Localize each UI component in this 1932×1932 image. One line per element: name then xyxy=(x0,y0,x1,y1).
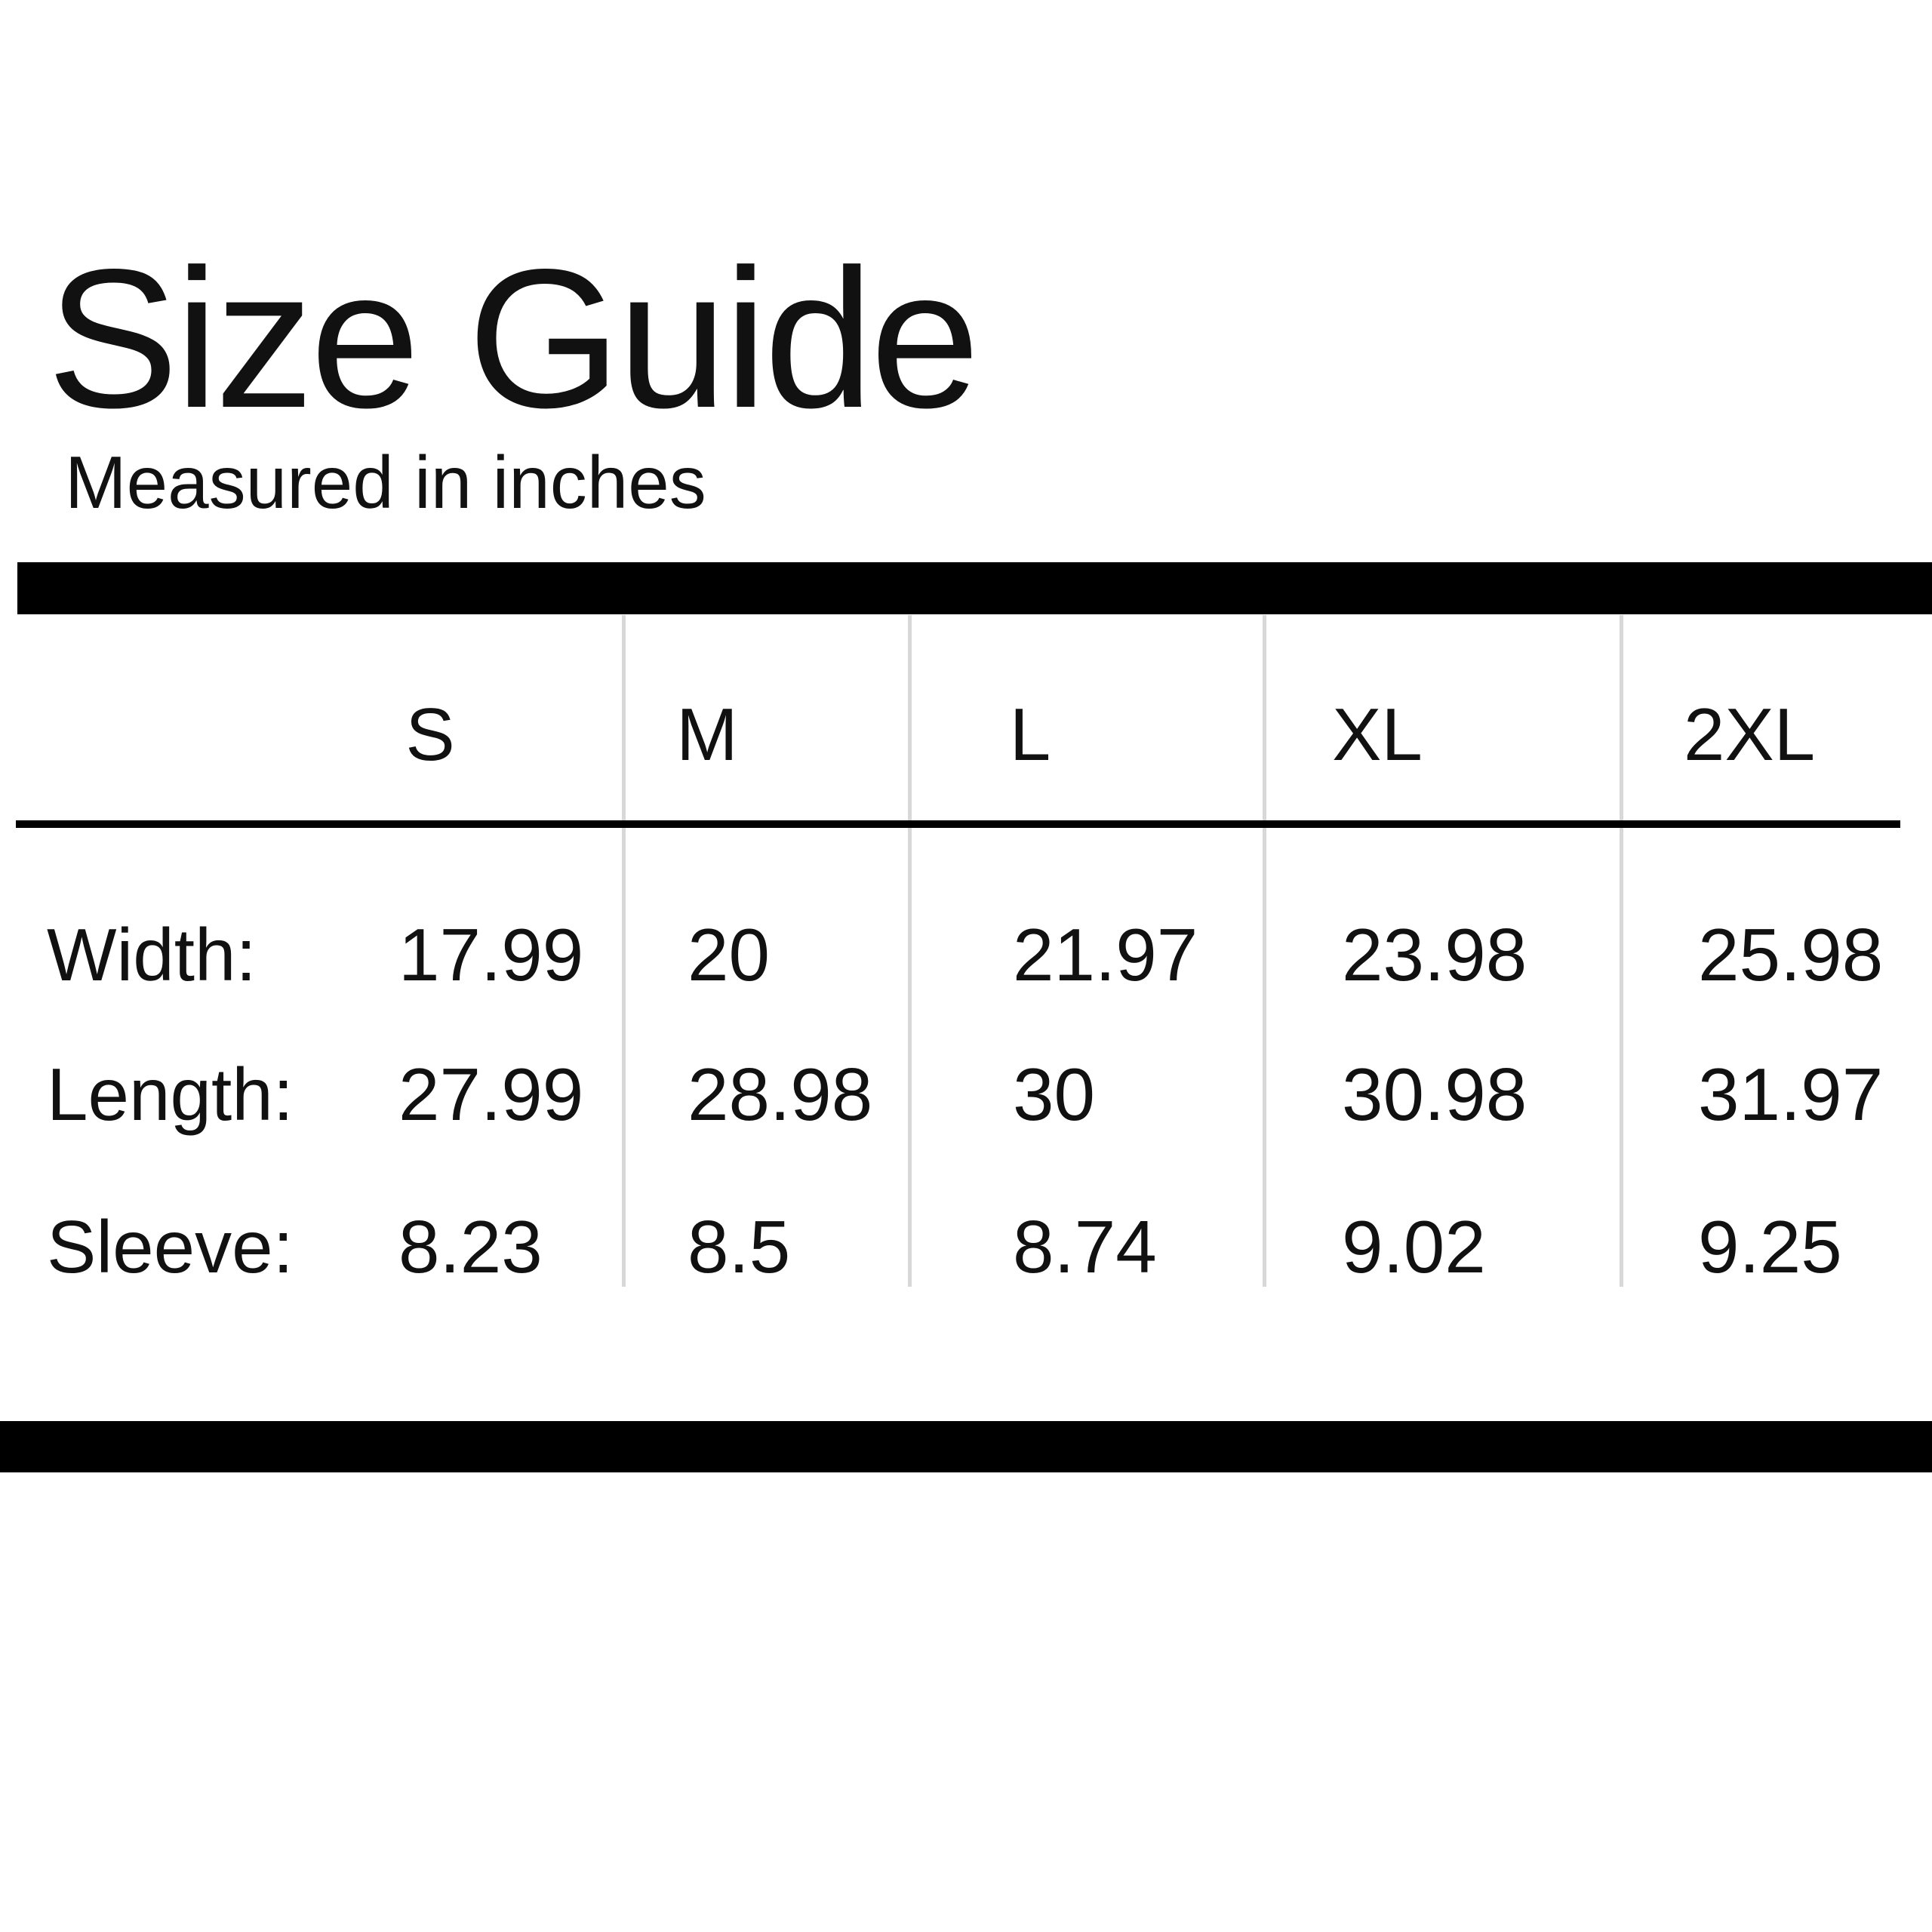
row-label-width: Width: xyxy=(47,913,257,996)
table-cell: 21.97 xyxy=(1013,913,1198,996)
table-cell: 8.74 xyxy=(1013,1205,1157,1288)
table-cell: 8.5 xyxy=(688,1205,791,1288)
column-divider xyxy=(1263,615,1266,1287)
table-cell: 25.98 xyxy=(1698,913,1884,996)
table-cell: 23.98 xyxy=(1342,913,1527,996)
row-label-length: Length: xyxy=(47,1053,294,1136)
table-cell: 30.98 xyxy=(1342,1053,1527,1136)
column-header-s: S xyxy=(405,693,455,776)
column-header-xl: XL xyxy=(1332,693,1423,776)
header-underline xyxy=(16,820,1900,828)
column-header-m: M xyxy=(676,693,738,776)
table-cell: 9.02 xyxy=(1342,1205,1486,1288)
bottom-divider-bar xyxy=(0,1421,1932,1472)
column-divider xyxy=(622,615,626,1287)
column-header-l: L xyxy=(1009,693,1051,776)
table-cell: 9.25 xyxy=(1698,1205,1842,1288)
table-cell: 20 xyxy=(688,913,771,996)
page-subtitle: Measured in inches xyxy=(65,441,706,524)
table-cell: 17.99 xyxy=(398,913,584,996)
table-cell: 31.97 xyxy=(1698,1053,1884,1136)
row-label-sleeve: Sleeve: xyxy=(47,1205,294,1288)
top-divider-bar xyxy=(17,562,1932,614)
table-cell: 28.98 xyxy=(688,1053,873,1136)
page-title: Size Guide xyxy=(47,228,980,449)
table-cell: 30 xyxy=(1013,1053,1096,1136)
table-cell: 8.23 xyxy=(398,1205,543,1288)
table-cell: 27.99 xyxy=(398,1053,584,1136)
column-divider xyxy=(908,615,912,1287)
column-header-2xl: 2XL xyxy=(1683,693,1816,776)
column-divider xyxy=(1620,615,1623,1287)
